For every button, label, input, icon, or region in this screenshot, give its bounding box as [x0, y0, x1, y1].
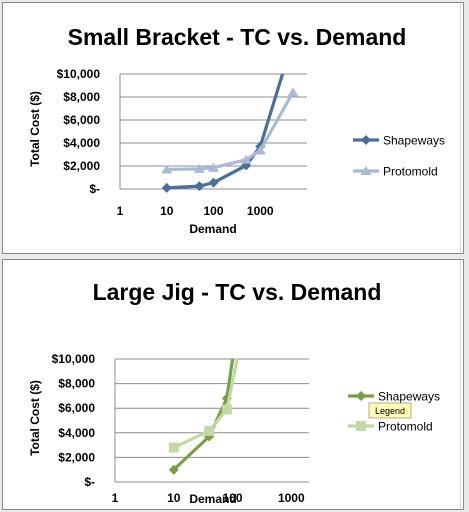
series-protomold	[161, 87, 299, 174]
chart-title: Small Bracket - TC vs. Demand	[68, 24, 407, 50]
x-axis-title: Demand	[189, 222, 236, 236]
series-line	[166, 74, 285, 190]
series-line	[172, 359, 235, 471]
data-point	[208, 177, 219, 188]
data-point	[221, 404, 232, 415]
y-tick-label: $8,000	[58, 377, 95, 391]
x-tick-label: 1	[112, 491, 119, 505]
y-tick-label: $2,000	[58, 450, 95, 464]
data-point	[161, 182, 172, 193]
legend-marker	[356, 391, 366, 401]
y-axis-title: Total Cost ($)	[28, 91, 42, 167]
data-point	[287, 87, 299, 97]
legend-marker	[361, 135, 371, 145]
series-line	[173, 359, 239, 450]
y-axis-title: Total Cost ($)	[28, 380, 42, 456]
x-tick-label: 1000	[278, 491, 305, 505]
y-tick-label: $6,000	[58, 401, 95, 415]
legend-marker	[356, 421, 366, 431]
chart-title: Large Jig - TC vs. Demand	[93, 279, 382, 305]
y-tick-label: $10,000	[57, 67, 101, 81]
y-tick-label: $8,000	[63, 90, 100, 104]
y-tick-label: $4,000	[58, 426, 95, 440]
data-point	[254, 145, 266, 155]
x-tick-label: 100	[203, 204, 223, 218]
legend-label: Protomold	[378, 420, 433, 434]
large-jig-chart[interactable]: Large Jig - TC vs. Demand Total Cost ($)…	[2, 259, 464, 510]
y-tick-label: $2,000	[63, 159, 100, 173]
y-tick-label: $6,000	[63, 113, 100, 127]
y-tick-label: $10,000	[52, 352, 96, 366]
series-protomold	[168, 359, 239, 453]
y-tick-label: $-	[84, 475, 95, 489]
sheet-edge-gridlines	[459, 3, 463, 253]
x-tick-label: 1	[117, 204, 124, 218]
y-tick-label: $-	[89, 182, 100, 196]
data-point	[194, 181, 205, 192]
x-tick-label: 10	[167, 491, 181, 505]
data-point	[168, 442, 179, 453]
large-jig-chart-svg: Large Jig - TC vs. Demand Total Cost ($)…	[28, 279, 440, 506]
legend-tooltip	[368, 402, 412, 419]
series-shapeways	[161, 74, 285, 193]
data-point	[193, 163, 205, 173]
data-point	[168, 464, 179, 475]
data-point	[204, 425, 215, 436]
legend-label: Shapeways	[378, 390, 440, 404]
series-line	[166, 91, 295, 172]
data-point	[161, 164, 173, 174]
data-point	[204, 431, 215, 442]
x-tick-label: 1000	[247, 204, 274, 218]
sheet-gridline	[460, 3, 461, 253]
small-bracket-chart-svg: Small Bracket - TC vs. Demand Total Cost…	[28, 24, 445, 236]
legend-tooltip-text: Legend	[375, 406, 405, 416]
x-tick-label: 100	[223, 491, 243, 505]
data-point	[208, 162, 219, 172]
x-axis-title: Demand	[189, 492, 236, 506]
small-bracket-chart[interactable]: Small Bracket - TC vs. Demand Total Cost…	[2, 2, 464, 254]
y-tick-label: $4,000	[63, 136, 100, 150]
x-tick-label: 10	[160, 204, 174, 218]
sheet-edge-gridlines	[459, 260, 463, 509]
data-point	[240, 154, 252, 164]
legend-marker	[360, 166, 372, 175]
series-shapeways	[168, 359, 235, 475]
legend-label: Protomold	[383, 165, 438, 179]
legend-label: Shapeways	[383, 134, 445, 148]
sheet-gridline	[460, 260, 461, 509]
